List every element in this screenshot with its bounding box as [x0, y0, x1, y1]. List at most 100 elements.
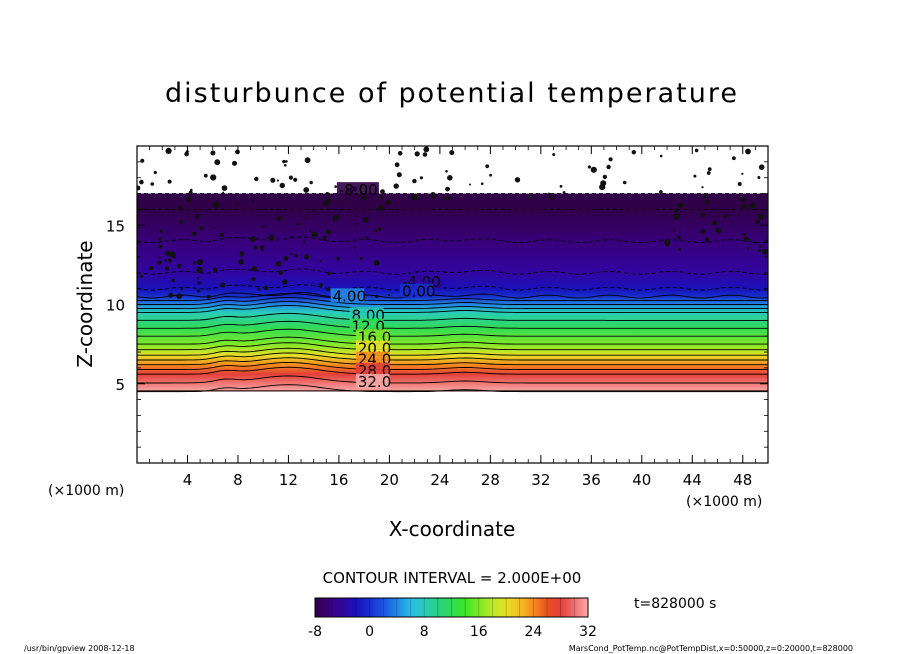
x-tick-label: 24: [430, 471, 449, 489]
noise-contour: [746, 247, 750, 250]
noise-contour: [387, 293, 391, 297]
noise-contour: [447, 175, 453, 181]
noise-contour: [741, 172, 744, 175]
noise-contour: [489, 173, 492, 177]
noise-contour: [754, 241, 757, 245]
noise-contour: [675, 209, 679, 213]
time-label: t=828000 s: [634, 596, 716, 612]
noise-contour: [353, 246, 357, 249]
colorbar: -8 0 8 16 24 32: [308, 597, 597, 640]
noise-contour: [165, 147, 172, 154]
noise-contour: [715, 227, 722, 234]
x-axis-label: X-coordinate: [389, 517, 516, 541]
noise-contour: [238, 251, 245, 257]
contour-line: [137, 352, 768, 361]
noise-contour: [631, 150, 636, 155]
noise-contour: [177, 206, 183, 211]
noise-contour: [706, 171, 711, 175]
noise-contour: [303, 187, 310, 193]
noise-contour: [203, 173, 208, 178]
noise-contour: [485, 164, 490, 169]
noise-contour: [196, 266, 203, 273]
contour-line: [137, 297, 768, 305]
noise-contour: [210, 150, 216, 156]
noise-contour: [552, 153, 556, 157]
colorbar-fill: [315, 598, 588, 617]
noise-contour: [449, 150, 455, 156]
contour-line: [137, 328, 768, 337]
contour-label-bg: [355, 329, 390, 344]
colorbar-tick-label: 16: [470, 624, 488, 640]
noise-contour: [196, 276, 200, 280]
noise-contour: [164, 259, 167, 262]
x-axis-ticks: 4 8 12 16 20 24 28 32 36 40 44 48: [149, 146, 756, 489]
noise-contour: [336, 256, 341, 261]
noise-contour: [285, 160, 288, 163]
noise-contour: [149, 266, 154, 271]
contour-line: [137, 347, 768, 356]
noise-contour: [420, 195, 423, 198]
noise-contour: [210, 174, 217, 181]
noise-contour: [158, 237, 162, 241]
noise-contour: [700, 212, 706, 218]
x-tick-label: 28: [481, 471, 500, 489]
noise-contour: [379, 195, 383, 199]
noise-contour: [422, 152, 428, 157]
noise-contour: [672, 229, 676, 232]
noise-contour: [673, 213, 680, 220]
noise-contour: [257, 287, 261, 291]
noise-contour: [150, 182, 154, 186]
noise-contour: [760, 164, 764, 168]
contour-line: [137, 336, 768, 345]
contour-label-bg: [355, 362, 390, 377]
noise-contour: [385, 199, 391, 206]
noise-contour: [140, 158, 145, 163]
x-tick-label: 12: [279, 471, 298, 489]
plot-area: -8.00-4.000.004.008.0012.016.020.024.028…: [106, 145, 769, 489]
noise-contour: [172, 255, 177, 259]
y-tick-label: 15: [106, 217, 125, 235]
noise-contour: [378, 227, 382, 231]
contour-label-bg: [349, 318, 384, 333]
noise-contour: [700, 229, 706, 234]
noise-contour: [158, 256, 161, 259]
chart-title: disturbunce of potential temperature: [165, 78, 739, 109]
noise-contour: [288, 175, 293, 180]
noise-contour: [304, 254, 310, 260]
x-tick-label: 36: [582, 471, 601, 489]
noise-contour: [445, 170, 448, 173]
noise-contour: [279, 194, 282, 197]
colorbar-dividers: [328, 598, 575, 617]
noise-contour: [411, 194, 418, 201]
noise-contour: [276, 179, 279, 182]
noise-contour: [191, 231, 197, 237]
noise-contour: [397, 151, 403, 156]
noise-contour: [197, 259, 203, 265]
x-tick-label: 20: [380, 471, 399, 489]
noise-contour: [195, 214, 201, 219]
noise-contour: [393, 183, 399, 189]
noise-contour: [678, 202, 683, 208]
noise-contour: [423, 146, 430, 153]
noise-contour: [659, 190, 663, 194]
noise-contour: [549, 195, 554, 200]
noise-contour: [430, 192, 436, 198]
y-axis-label: Z-coordinate: [73, 240, 97, 367]
noise-contour: [263, 285, 269, 291]
contour-label: 0.00: [402, 283, 435, 301]
x-tick-label: 8: [233, 471, 243, 489]
noise-contour: [309, 180, 313, 185]
noise-contour: [220, 282, 226, 288]
noise-contour: [251, 266, 257, 272]
noise-contour: [741, 204, 747, 209]
noise-contour: [294, 253, 298, 258]
noise-contour: [622, 180, 627, 185]
noise-contour: [745, 148, 751, 155]
noise-contour: [165, 266, 170, 271]
noise-contour: [664, 239, 671, 246]
noise-contour: [199, 226, 204, 231]
noise-contour: [304, 217, 306, 220]
noise-contours: [137, 146, 768, 300]
x-tick-label: 32: [531, 471, 550, 489]
noise-contour: [318, 260, 322, 263]
